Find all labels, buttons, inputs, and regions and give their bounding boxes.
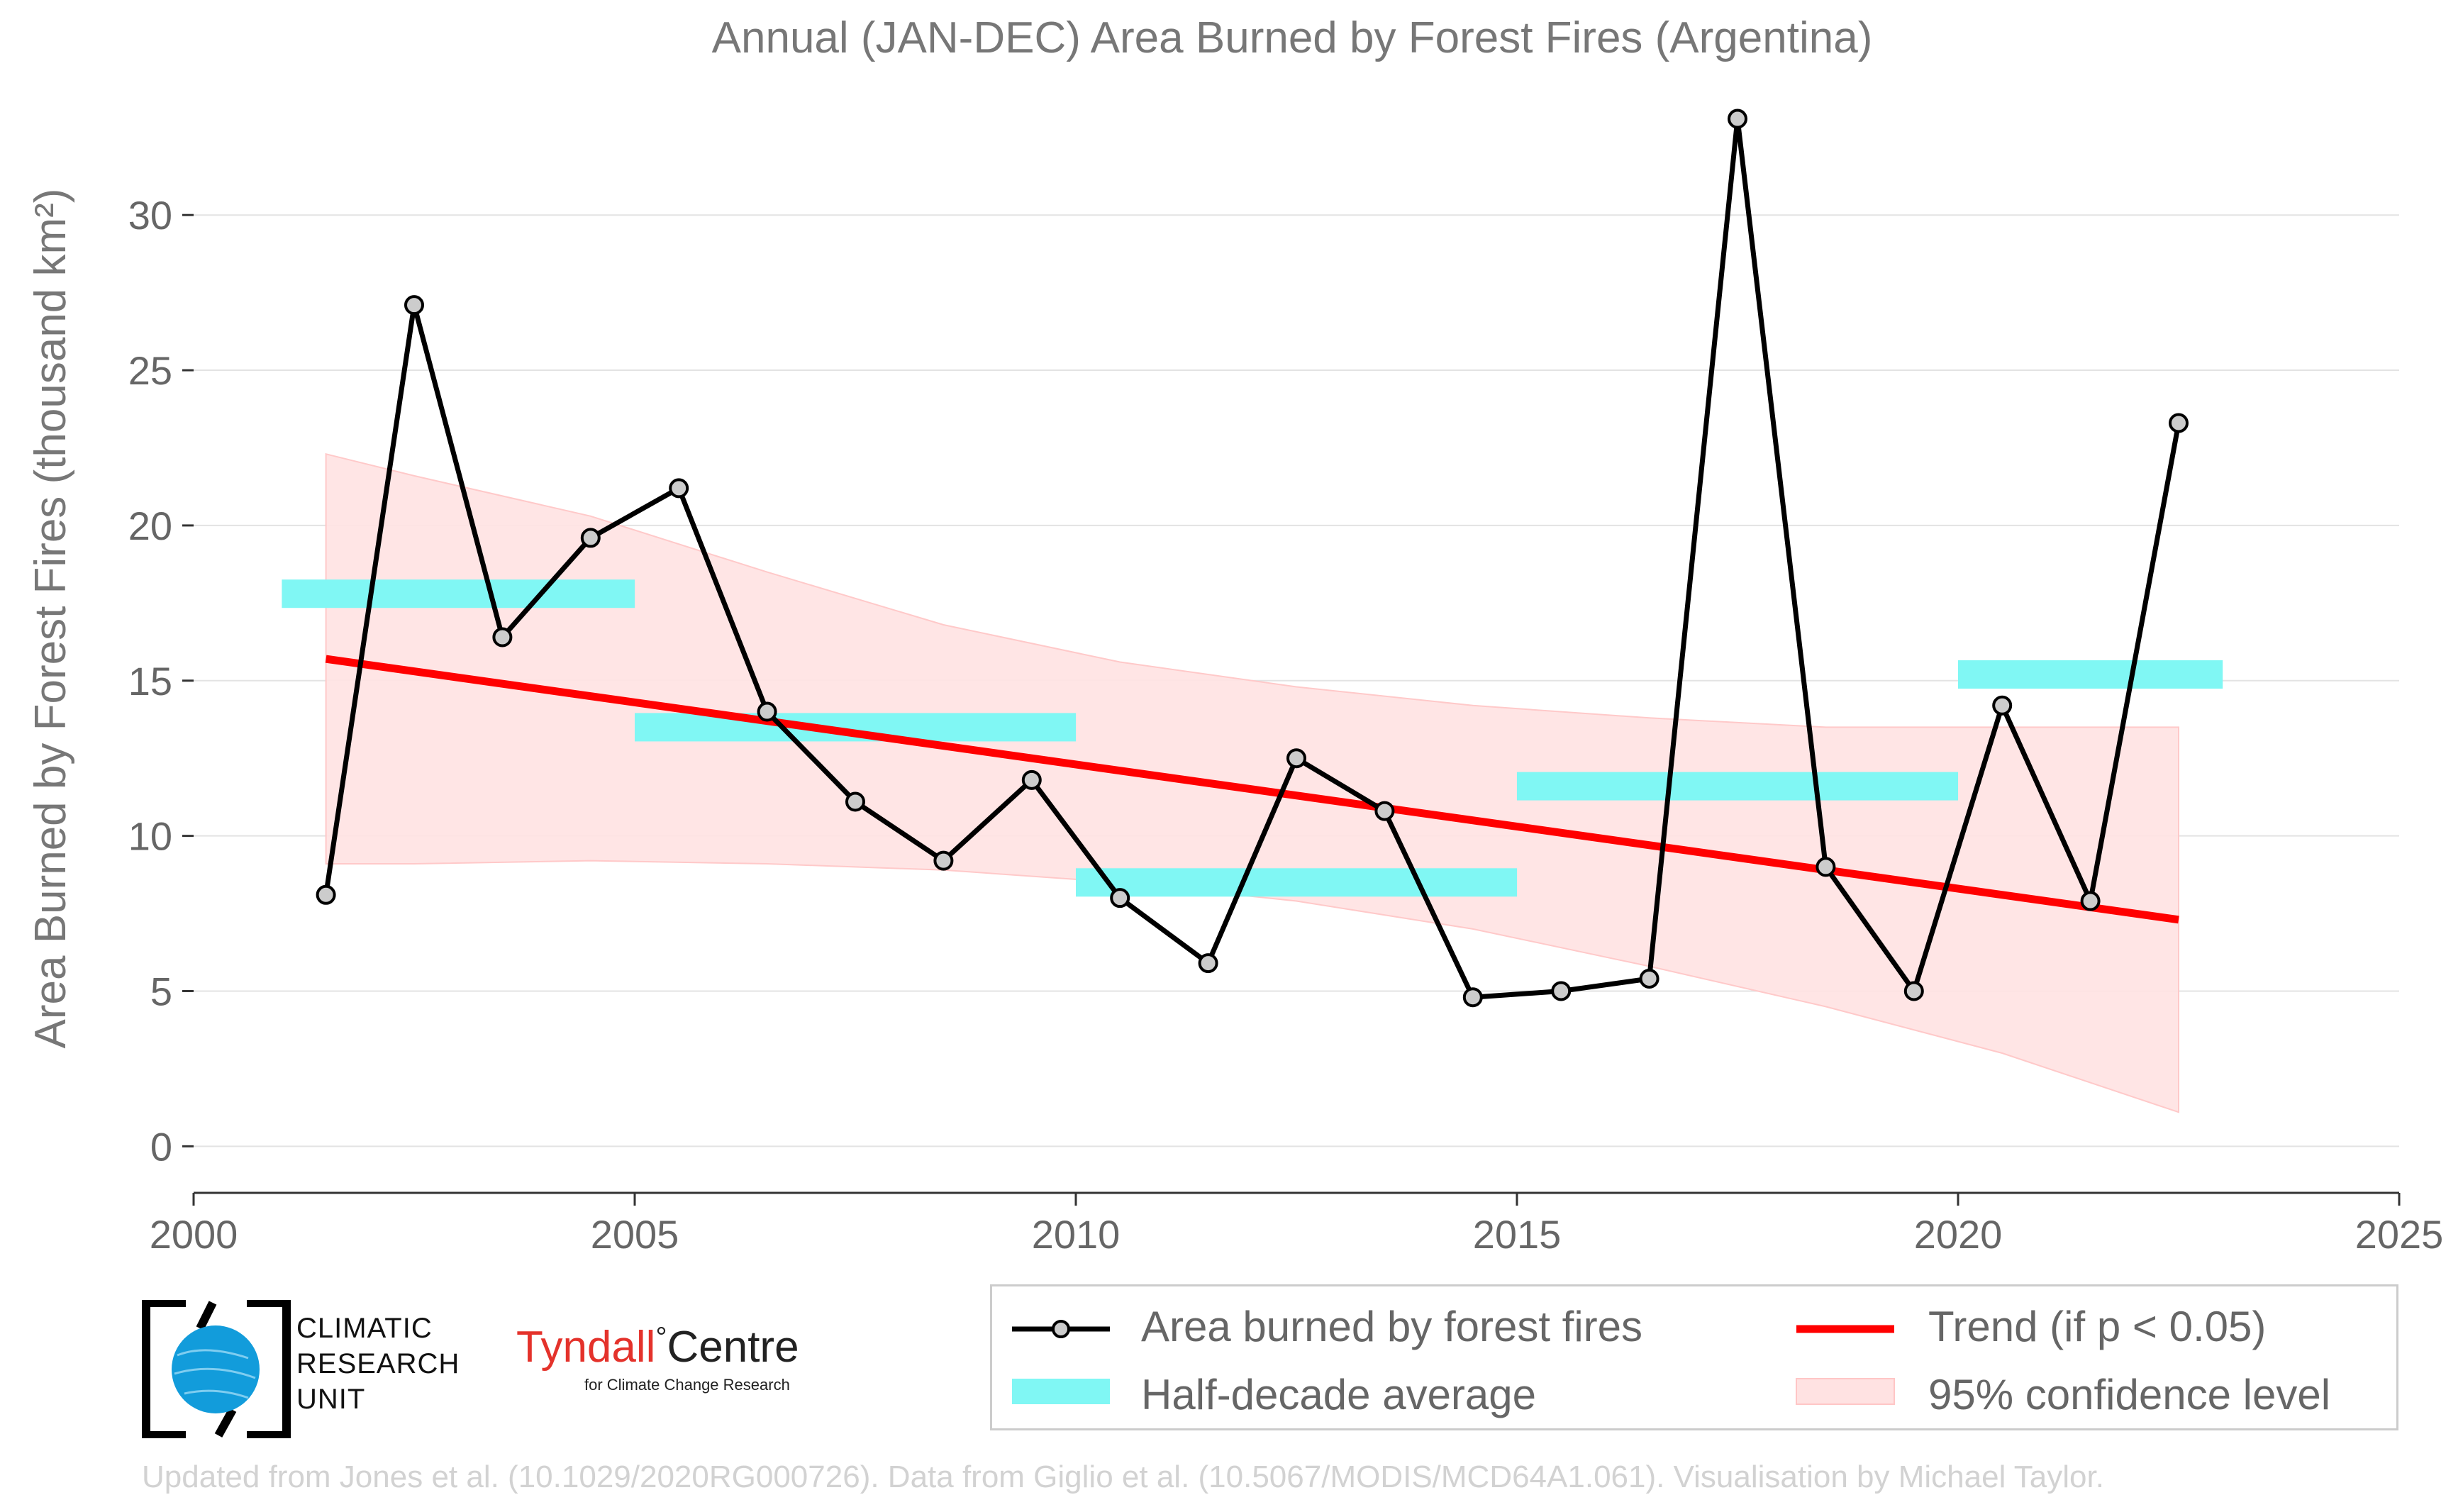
data-point	[669, 478, 689, 499]
half-decade-bar-4	[1958, 660, 2223, 689]
data-point	[1639, 968, 1659, 989]
y-tick-label: 20	[128, 504, 172, 548]
half-decade-bar-3	[1517, 772, 1958, 801]
y-tick-label: 0	[150, 1124, 172, 1169]
data-point	[404, 295, 424, 316]
data-point	[492, 627, 513, 647]
confidence-band-layer	[325, 452, 2179, 1113]
cru-line-3: UNIT	[296, 1384, 366, 1415]
y-axis-label: Area Burned by Forest Fires (thousand km…	[26, 189, 75, 1049]
confidence-band	[325, 452, 2179, 1113]
x-tick-label: 2010	[1032, 1212, 1121, 1257]
x-tick-label: 2005	[591, 1212, 679, 1257]
credit-line: Updated from Jones et al. (10.1029/2020R…	[142, 1460, 2104, 1494]
data-point	[316, 884, 336, 905]
x-tick-label: 2015	[1473, 1212, 1562, 1257]
data-point	[580, 528, 601, 548]
y-tick-label: 25	[128, 348, 172, 393]
legend-swatch-line-icon	[1012, 1320, 1110, 1338]
y-tick-label: 15	[128, 659, 172, 704]
data-point	[1286, 748, 1306, 769]
y-tick-label: 10	[128, 814, 172, 859]
legend-label-area-burned: Area burned by forest fires	[1141, 1303, 1643, 1350]
half-decade-bar-2	[1076, 868, 1517, 897]
data-point	[1903, 981, 1924, 1001]
trend-layer	[325, 655, 2179, 924]
data-point	[1198, 953, 1218, 974]
x-tick-label: 2020	[1914, 1212, 2003, 1257]
centre-word: Centre	[667, 1323, 799, 1372]
chart: Annual (JAN-DEC) Area Burned by Forest F…	[26, 13, 2444, 1257]
data-point	[757, 701, 777, 722]
half-decade-bar-0	[282, 579, 635, 608]
area-burned-layer	[316, 109, 2189, 1008]
tyndall-word: Tyndall	[516, 1323, 656, 1372]
tyndall-subtitle: for Climate Change Research	[584, 1376, 790, 1394]
legend-label-confidence: 95% confidence level	[1928, 1371, 2331, 1418]
cru-globe-icon	[142, 1299, 291, 1440]
data-point	[1462, 987, 1483, 1008]
data-point	[845, 791, 865, 812]
tyndall-logo: Tyndall°Centre for Climate Change Resear…	[516, 1322, 799, 1394]
data-point	[1374, 801, 1395, 821]
cru-line-2: RESEARCH	[296, 1348, 460, 1379]
cru-logo	[142, 1299, 291, 1440]
legend-label-trend: Trend (if p < 0.05)	[1928, 1303, 2267, 1350]
chart-title: Annual (JAN-DEC) Area Burned by Forest F…	[712, 13, 1873, 62]
data-point	[1021, 769, 1042, 790]
data-point	[933, 850, 954, 871]
data-point	[1992, 695, 2013, 716]
legend-label-half-decade: Half-decade average	[1141, 1371, 1537, 1418]
area-burned-line	[323, 116, 2181, 1000]
data-point	[1110, 888, 1130, 908]
legend-swatch-half-decade-icon	[1012, 1379, 1110, 1404]
data-point	[2080, 891, 2101, 911]
trend-line	[325, 655, 2179, 924]
legend: Area burned by forest fires Trend (if p …	[990, 1284, 2398, 1430]
cru-line-1: CLIMATIC	[296, 1313, 433, 1344]
data-point	[1551, 981, 1572, 1001]
x-tick-label: 2000	[150, 1212, 238, 1257]
y-tick-label: 30	[128, 193, 172, 238]
y-tick-label: 5	[150, 969, 172, 1013]
legend-swatch-trend-icon	[1796, 1325, 1894, 1333]
data-point	[1728, 109, 1747, 129]
tyndall-degree: °	[655, 1322, 667, 1353]
legend-swatch-confidence-icon	[1796, 1378, 1895, 1405]
x-tick-label: 2025	[2355, 1212, 2444, 1257]
data-point	[2169, 413, 2189, 433]
cru-wordmark: CLIMATIC RESEARCH UNIT	[296, 1311, 460, 1417]
data-point	[1816, 857, 1836, 877]
